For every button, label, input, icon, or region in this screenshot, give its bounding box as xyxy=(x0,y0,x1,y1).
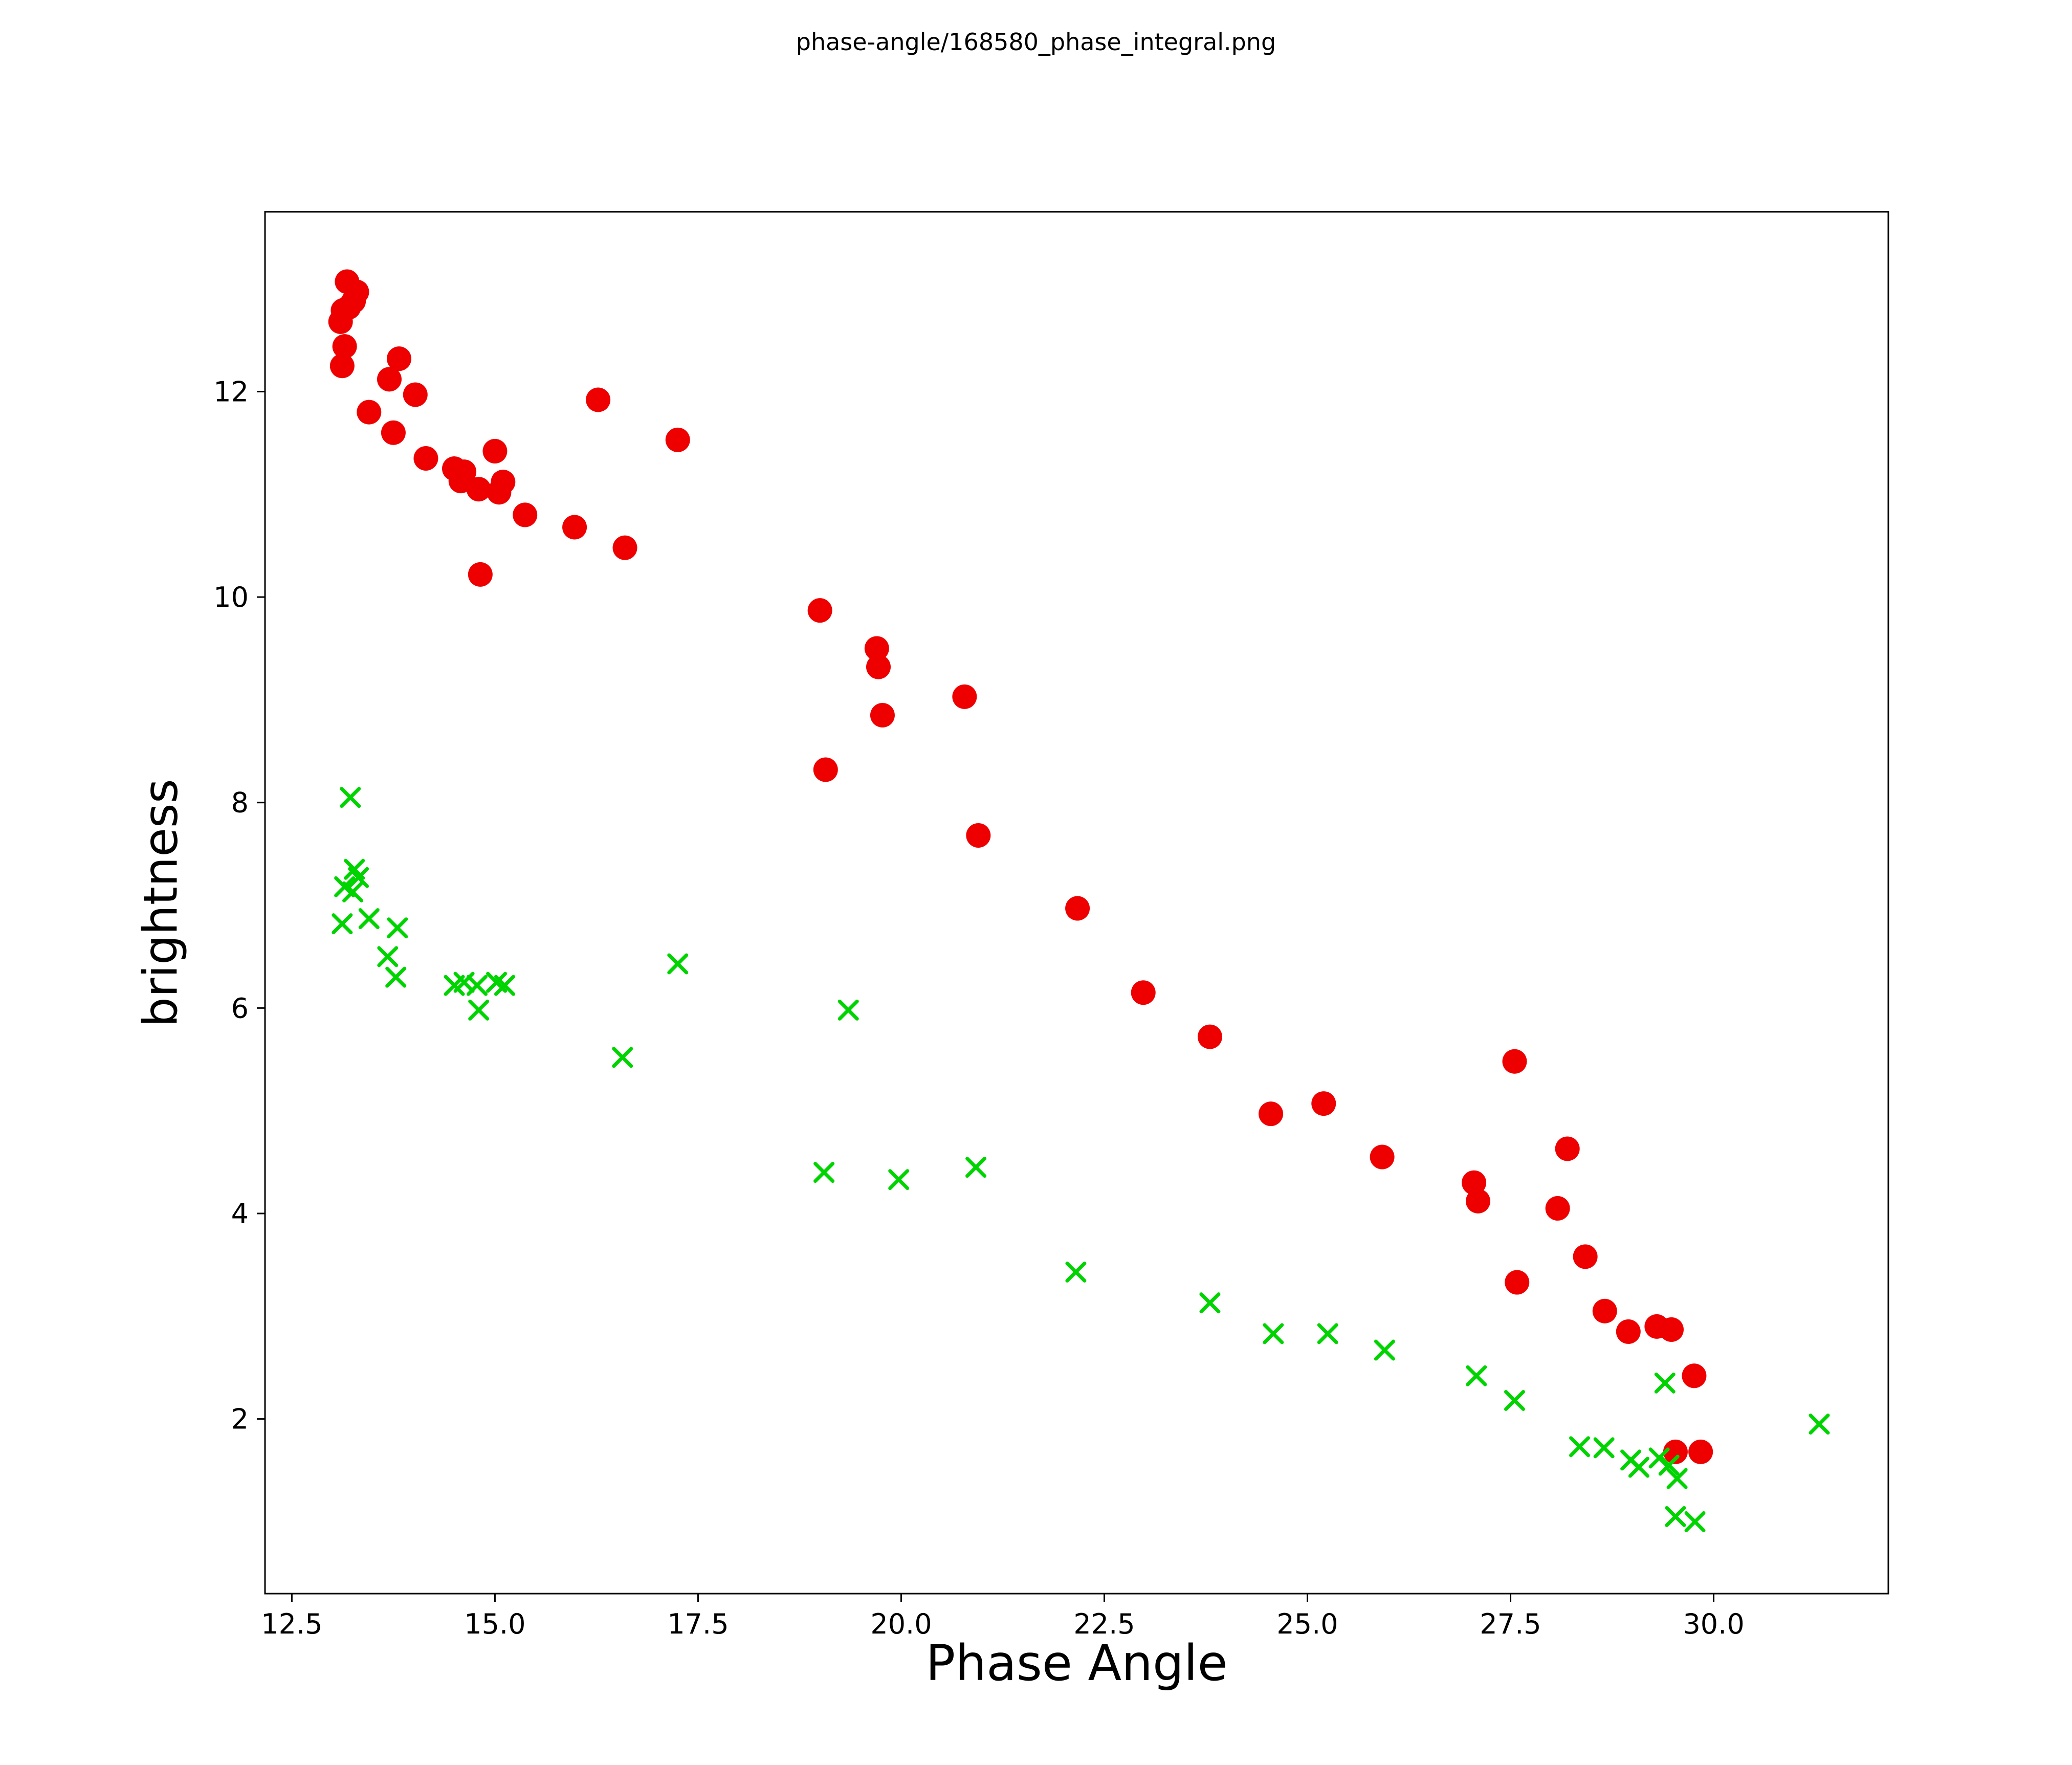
data-point-filled-circles xyxy=(466,477,491,502)
data-point-x-markers xyxy=(1317,1323,1338,1344)
data-point-filled-circles xyxy=(562,515,587,540)
data-point-filled-circles xyxy=(1131,980,1156,1005)
data-point-x-markers xyxy=(1809,1414,1830,1435)
data-point-filled-circles xyxy=(665,427,690,452)
data-point-filled-circles xyxy=(1259,1101,1284,1127)
data-point-x-markers xyxy=(1666,1468,1688,1489)
data-point-x-markers xyxy=(385,966,407,988)
data-point-x-markers xyxy=(1466,1365,1487,1386)
data-point-x-markers xyxy=(1665,1506,1686,1527)
data-point-x-markers xyxy=(1199,1292,1221,1314)
data-point-x-markers xyxy=(468,999,490,1021)
data-point-filled-circles xyxy=(329,354,355,379)
data-point-x-markers xyxy=(348,867,369,888)
data-point-filled-circles xyxy=(864,636,889,661)
x-tick-label: 12.5 xyxy=(261,1608,322,1640)
data-point-filled-circles xyxy=(1688,1439,1713,1464)
data-point-filled-circles xyxy=(1370,1144,1395,1170)
data-point-filled-circles xyxy=(387,346,412,371)
data-point-x-markers xyxy=(466,975,488,996)
data-point-filled-circles xyxy=(1197,1024,1222,1049)
data-point-x-markers xyxy=(1504,1389,1525,1411)
data-point-filled-circles xyxy=(807,598,832,623)
data-point-filled-circles xyxy=(513,502,538,527)
data-point-filled-circles xyxy=(403,382,428,407)
y-tick-label: 4 xyxy=(231,1198,249,1230)
data-point-filled-circles xyxy=(377,367,402,392)
data-point-x-markers xyxy=(1593,1437,1615,1459)
data-point-x-markers xyxy=(888,1169,910,1190)
data-point-x-markers xyxy=(340,787,361,808)
data-point-x-markers xyxy=(837,999,859,1021)
data-point-x-markers xyxy=(1628,1457,1649,1478)
data-point-x-markers xyxy=(1374,1339,1395,1361)
plot-frame xyxy=(264,211,1889,1595)
data-point-x-markers xyxy=(965,1157,987,1178)
figure-title: phase-angle/168580_phase_integral.png xyxy=(796,28,1276,56)
y-axis-label: brightness xyxy=(133,779,188,1027)
y-tick-label: 10 xyxy=(213,581,249,613)
x-tick-label: 25.0 xyxy=(1276,1608,1338,1640)
data-point-filled-circles xyxy=(952,684,977,709)
y-tick-label: 2 xyxy=(231,1403,249,1436)
x-tick-label: 30.0 xyxy=(1683,1608,1744,1640)
data-point-filled-circles xyxy=(413,446,438,471)
x-tick-label: 27.5 xyxy=(1480,1608,1541,1640)
data-point-filled-circles xyxy=(1592,1298,1617,1323)
data-point-x-markers xyxy=(1654,1372,1676,1394)
data-point-x-markers xyxy=(332,913,353,935)
data-point-x-markers xyxy=(494,975,515,996)
data-point-filled-circles xyxy=(1663,1439,1688,1464)
y-tick-label: 8 xyxy=(231,787,249,819)
data-point-x-markers xyxy=(667,953,689,975)
data-point-filled-circles xyxy=(336,295,361,320)
x-tick-label: 20.0 xyxy=(870,1608,932,1640)
data-point-filled-circles xyxy=(1505,1270,1530,1295)
data-point-x-markers xyxy=(1065,1261,1087,1283)
data-point-x-markers xyxy=(1658,1454,1680,1476)
data-point-x-markers xyxy=(377,946,399,967)
y-tick-label: 6 xyxy=(231,992,249,1024)
data-point-filled-circles xyxy=(813,757,838,782)
data-point-x-markers xyxy=(1263,1323,1284,1344)
data-point-x-markers xyxy=(1569,1436,1591,1458)
data-point-filled-circles xyxy=(1555,1136,1580,1161)
data-point-filled-circles xyxy=(487,480,512,505)
x-tick-label: 15.0 xyxy=(464,1608,525,1640)
y-tick-label: 12 xyxy=(213,376,249,408)
data-point-filled-circles xyxy=(332,334,357,359)
data-point-filled-circles xyxy=(482,438,508,464)
data-point-x-markers xyxy=(813,1162,835,1183)
data-point-filled-circles xyxy=(1545,1196,1570,1221)
data-point-x-markers xyxy=(1648,1447,1670,1469)
x-tick-label: 17.5 xyxy=(667,1608,729,1640)
data-point-filled-circles xyxy=(866,654,891,679)
data-point-filled-circles xyxy=(1573,1244,1598,1269)
data-point-filled-circles xyxy=(870,703,895,728)
data-point-x-markers xyxy=(358,908,380,930)
data-point-filled-circles xyxy=(1659,1317,1684,1342)
x-axis-label: Phase Angle xyxy=(925,1635,1228,1692)
data-point-filled-circles xyxy=(468,562,493,587)
data-point-filled-circles xyxy=(1682,1363,1707,1388)
data-point-filled-circles xyxy=(381,420,406,445)
data-point-filled-circles xyxy=(966,823,991,848)
data-point-filled-circles xyxy=(1311,1091,1336,1116)
data-point-filled-circles xyxy=(1462,1170,1487,1195)
data-point-filled-circles xyxy=(1065,896,1090,921)
data-point-filled-circles xyxy=(586,387,611,412)
data-point-x-markers xyxy=(342,881,364,902)
data-point-x-markers xyxy=(387,917,408,939)
data-point-filled-circles xyxy=(612,535,637,560)
data-point-x-markers xyxy=(612,1047,633,1068)
data-point-filled-circles xyxy=(357,400,382,425)
data-point-filled-circles xyxy=(1616,1319,1641,1344)
data-point-filled-circles xyxy=(1502,1049,1527,1074)
data-point-filled-circles xyxy=(1466,1188,1491,1214)
data-point-x-markers xyxy=(1684,1511,1706,1532)
x-tick-label: 22.5 xyxy=(1073,1608,1135,1640)
